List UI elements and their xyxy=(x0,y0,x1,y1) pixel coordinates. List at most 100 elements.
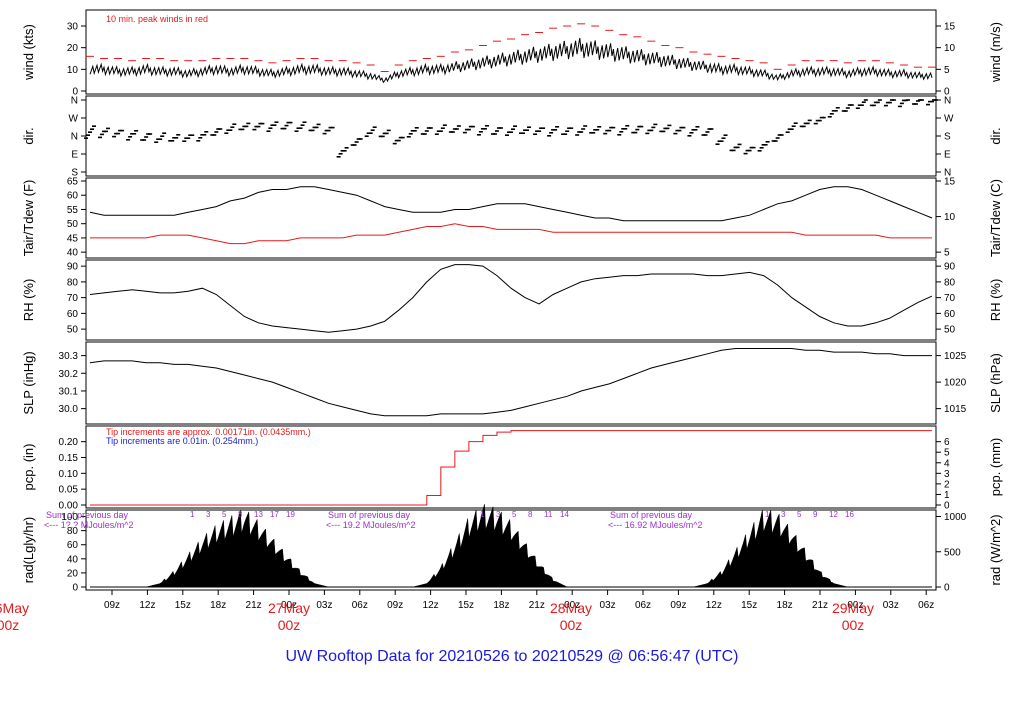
tick-label-right: 0 xyxy=(944,501,950,512)
series-line-tair xyxy=(89,186,933,222)
x-tick-label: 03z xyxy=(600,600,616,611)
ylabel-right: RH (%) xyxy=(988,279,1003,322)
day-hour-label: 00z xyxy=(560,617,583,633)
tick-label-left: 60 xyxy=(67,540,79,551)
ylabel-left: Tair/Tdew (F) xyxy=(21,180,36,257)
tick-label-left: 90 xyxy=(67,262,79,273)
wind-annotation: 10 min. peak winds in red xyxy=(106,14,208,24)
tick-label-left: 60 xyxy=(67,191,79,202)
tick-label-right: S xyxy=(944,132,951,143)
series-line-sea-level-pressure xyxy=(89,348,932,417)
tick-label-right: 1025 xyxy=(944,351,967,362)
tick-label-left: 40 xyxy=(67,248,79,259)
x-tick-label: 21z xyxy=(812,600,828,611)
tick-label-left: 50 xyxy=(67,219,79,230)
tick-label-right: 0 xyxy=(944,583,950,594)
radiation-hour-mark: 3 xyxy=(206,510,211,519)
x-tick-label: 12z xyxy=(423,600,439,611)
x-tick-label: 00z xyxy=(847,600,863,611)
tick-label-right: W xyxy=(944,114,954,125)
radiation-hour-mark: 8 xyxy=(238,510,243,519)
series-line-tdew xyxy=(90,223,932,245)
tick-label-left: 30.3 xyxy=(59,351,79,362)
tick-label-left: 30.2 xyxy=(59,369,79,380)
tick-label-left: 80 xyxy=(67,526,79,537)
tick-label-left: 65 xyxy=(67,177,79,188)
radiation-hour-mark: 12 xyxy=(829,510,838,519)
radiation-hour-mark: 3 xyxy=(496,510,501,519)
x-tick-label: 21z xyxy=(529,600,545,611)
tick-label-right: 15 xyxy=(944,22,956,33)
tick-label-right: 10 xyxy=(944,43,956,54)
tick-label-right: 500 xyxy=(944,547,961,558)
radiation-hour-mark: 1 xyxy=(480,510,485,519)
radiation-hour-mark: 14 xyxy=(560,510,569,519)
radiation-sum-value: <--- 16.92 MJoules/m^2 xyxy=(608,520,703,530)
wind-speed-line xyxy=(89,37,933,84)
ylabel-right: wind (m/s) xyxy=(988,22,1003,83)
radiation-hour-mark: 8 xyxy=(528,510,533,519)
tick-label-left: 80 xyxy=(67,277,79,288)
tick-label-right: 2 xyxy=(944,479,950,490)
tick-label-right: 80 xyxy=(944,277,956,288)
x-tick-label: 12z xyxy=(139,600,155,611)
tick-label-left: 0.00 xyxy=(59,501,79,512)
day-hour-label: 00z xyxy=(842,617,865,633)
tick-label-right: 70 xyxy=(944,293,956,304)
tick-label-right: 1 xyxy=(944,490,950,501)
plot-title: UW Rooftop Data for 20210526 to 20210529… xyxy=(285,648,739,665)
day-hour-label: 00z xyxy=(278,617,301,633)
radiation-hour-mark: 9 xyxy=(813,510,818,519)
tick-label-left: N xyxy=(71,132,78,143)
x-tick-label: 03z xyxy=(316,600,332,611)
tick-label-right: 60 xyxy=(944,309,956,320)
tick-label-right: N xyxy=(944,96,951,107)
ylabel-right: Tair/Tdew (C) xyxy=(988,179,1003,257)
panel-frame-sea-level-pressure xyxy=(85,341,937,425)
tick-label-right: 5 xyxy=(944,248,950,259)
x-tick-label: 15z xyxy=(741,600,757,611)
tick-label-left: 50 xyxy=(67,325,79,336)
radiation-sum-label: Sum of previous day xyxy=(328,510,411,520)
x-tick-label: 12z xyxy=(706,600,722,611)
x-tick-label: 06z xyxy=(352,600,368,611)
tick-label-right: 4 xyxy=(944,458,950,469)
day-label: 26May xyxy=(0,600,29,616)
ylabel-left: rad(Lgly/hr) xyxy=(21,517,36,583)
tick-label-left: E xyxy=(71,150,78,161)
tick-label-left: S xyxy=(71,168,78,179)
tick-label-left: 0.15 xyxy=(59,453,79,464)
tick-label-right: 15 xyxy=(944,177,956,188)
ylabel-left: dir. xyxy=(21,127,36,144)
day-hour-label: 00z xyxy=(0,617,19,633)
tick-label-left: W xyxy=(69,114,79,125)
x-tick-label: 06z xyxy=(635,600,651,611)
x-tick-label: 03z xyxy=(883,600,899,611)
tick-label-right: 1015 xyxy=(944,404,967,415)
tick-label-right: 6 xyxy=(944,437,950,448)
ylabel-right: rad (W/m^2) xyxy=(988,514,1003,585)
ylabel-right: pcp. (mm) xyxy=(988,438,1003,497)
radiation-sum-value: <--- 1?.? MJoules/m^2 xyxy=(44,520,134,530)
tick-label-left: 30 xyxy=(67,22,79,33)
panel-frame-wind-direction xyxy=(85,95,937,177)
solar-radiation-area xyxy=(90,504,932,588)
ylabel-left: pcp. (in) xyxy=(21,444,36,491)
x-tick-label: 21z xyxy=(246,600,262,611)
x-tick-label: 09z xyxy=(670,600,686,611)
tick-label-left: 0 xyxy=(72,87,78,98)
tick-label-left: 0.10 xyxy=(59,469,79,480)
tick-label-left: 60 xyxy=(67,309,79,320)
precip-accum-line xyxy=(90,430,932,506)
ylabel-left: wind (kts) xyxy=(21,24,36,81)
tick-label-right: N xyxy=(944,168,951,179)
x-tick-label: 18z xyxy=(777,600,793,611)
tick-label-left: 30.0 xyxy=(59,404,79,415)
ylabel-right: SLP (hPa) xyxy=(988,353,1003,413)
tick-label-right: 1000 xyxy=(944,512,967,523)
ylabel-left: SLP (inHg) xyxy=(21,351,36,414)
radiation-hour-mark: 5 xyxy=(797,510,802,519)
tick-label-left: N xyxy=(71,96,78,107)
tick-label-left: 70 xyxy=(67,293,79,304)
